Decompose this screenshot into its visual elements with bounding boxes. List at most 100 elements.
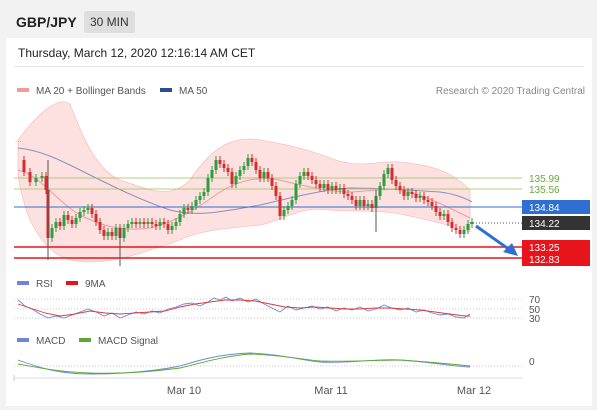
candle-body — [146, 222, 150, 224]
ma50-line — [17, 147, 473, 214]
candle-body — [346, 194, 350, 196]
candle-body — [438, 212, 442, 216]
candle-body — [390, 168, 394, 180]
macd-signal-line — [17, 353, 471, 374]
pivot-label: 134.84 — [529, 203, 560, 214]
candle-body — [126, 224, 130, 228]
candle-body — [78, 212, 82, 218]
candle-body — [398, 186, 402, 190]
candle-body — [238, 170, 242, 176]
candle-body — [462, 230, 466, 234]
divider — [14, 66, 584, 67]
macd-signal-legend-label: MACD Signal — [98, 336, 158, 347]
candle-body — [134, 222, 138, 224]
candle-body — [130, 222, 134, 224]
candle-body — [322, 184, 326, 188]
candle-body — [378, 186, 382, 196]
rsi-ma-legend-label: 9MA — [85, 279, 106, 290]
candle-body — [286, 206, 290, 210]
candle-body — [142, 222, 146, 224]
candle-body — [310, 176, 314, 180]
candle-body — [298, 176, 302, 184]
candle-body — [266, 172, 270, 178]
candle-body — [40, 176, 44, 178]
currency-pair: GBP/JPY — [16, 14, 77, 30]
candle-body — [426, 200, 430, 202]
candle-body — [62, 215, 66, 226]
macd-legend-label: MACD — [36, 336, 65, 347]
candle-body — [154, 224, 158, 226]
candle-body — [210, 170, 214, 178]
candle-body — [402, 190, 406, 196]
candle-body — [218, 160, 222, 164]
candle-body — [274, 186, 278, 196]
candle-body — [278, 196, 282, 216]
candle-body — [366, 204, 370, 206]
support-tag — [522, 240, 590, 266]
ma20-legend-swatch — [17, 88, 29, 92]
candle-body — [354, 200, 358, 206]
macd-tick-0: 0 — [529, 357, 535, 368]
candle-body — [230, 172, 234, 184]
candle-body — [194, 200, 198, 206]
candle-body — [82, 210, 86, 212]
candle-body — [202, 192, 206, 196]
candle-body — [350, 196, 354, 200]
candle-body — [386, 168, 390, 174]
candle-body — [198, 196, 202, 200]
candle-body — [74, 218, 78, 224]
candle-body — [250, 158, 254, 162]
macd-legend-swatch — [17, 338, 29, 342]
candle-body — [410, 192, 414, 194]
top-bar: GBP/JPY 30 MIN — [0, 0, 597, 38]
candle-body — [186, 208, 190, 210]
candle-body — [234, 176, 238, 184]
pivot-tag — [522, 200, 590, 214]
candle-body — [22, 160, 26, 172]
candle-body — [58, 222, 62, 226]
candle-body — [214, 160, 218, 170]
candle-body — [226, 168, 230, 172]
rsi-tick-30: 30 — [529, 314, 541, 325]
macd-line — [17, 352, 471, 375]
rsi-legend-label: RSI — [36, 279, 53, 290]
ma20-legend-label: MA 20 + Bollinger Bands — [36, 86, 146, 97]
candle-body — [314, 180, 318, 184]
candle-body — [50, 228, 54, 238]
candle-body — [370, 204, 374, 208]
candle-body — [418, 196, 422, 198]
rsi-tick-70: 70 — [529, 295, 541, 306]
candle-body — [294, 184, 298, 200]
candle-body — [162, 222, 166, 224]
candle-body — [94, 214, 98, 222]
candle-body — [246, 158, 250, 166]
ma50-legend-label: MA 50 — [179, 86, 208, 97]
candle-body — [98, 222, 102, 230]
r1-label: 135.56 — [529, 185, 560, 196]
candle-body — [330, 186, 334, 190]
chart-date: Thursday, March 12, 2020 12:16:14 AM CET — [18, 46, 256, 60]
candle-body — [190, 206, 194, 210]
candle-body — [86, 208, 90, 210]
candle-body — [414, 194, 418, 198]
candle-body — [318, 184, 322, 188]
forecast-arrow — [475, 224, 511, 252]
candle-body — [66, 215, 70, 220]
candle-body — [28, 172, 32, 182]
timeframe-button[interactable]: 30 MIN — [84, 11, 135, 33]
candle-body — [270, 178, 274, 186]
ma50-legend-swatch — [160, 88, 172, 92]
candle-body — [242, 166, 246, 170]
candle-body — [434, 206, 438, 212]
candle-body — [44, 176, 48, 190]
candle-body — [362, 200, 366, 206]
candle-body — [302, 172, 306, 176]
candle-body — [382, 174, 386, 186]
s1-label: 133.25 — [529, 243, 560, 254]
candle-body — [158, 222, 162, 226]
candle-body — [122, 228, 126, 238]
rsi-tick-50: 50 — [529, 305, 541, 316]
r2-label: 135.99 — [529, 174, 560, 185]
candle-body — [222, 164, 226, 168]
